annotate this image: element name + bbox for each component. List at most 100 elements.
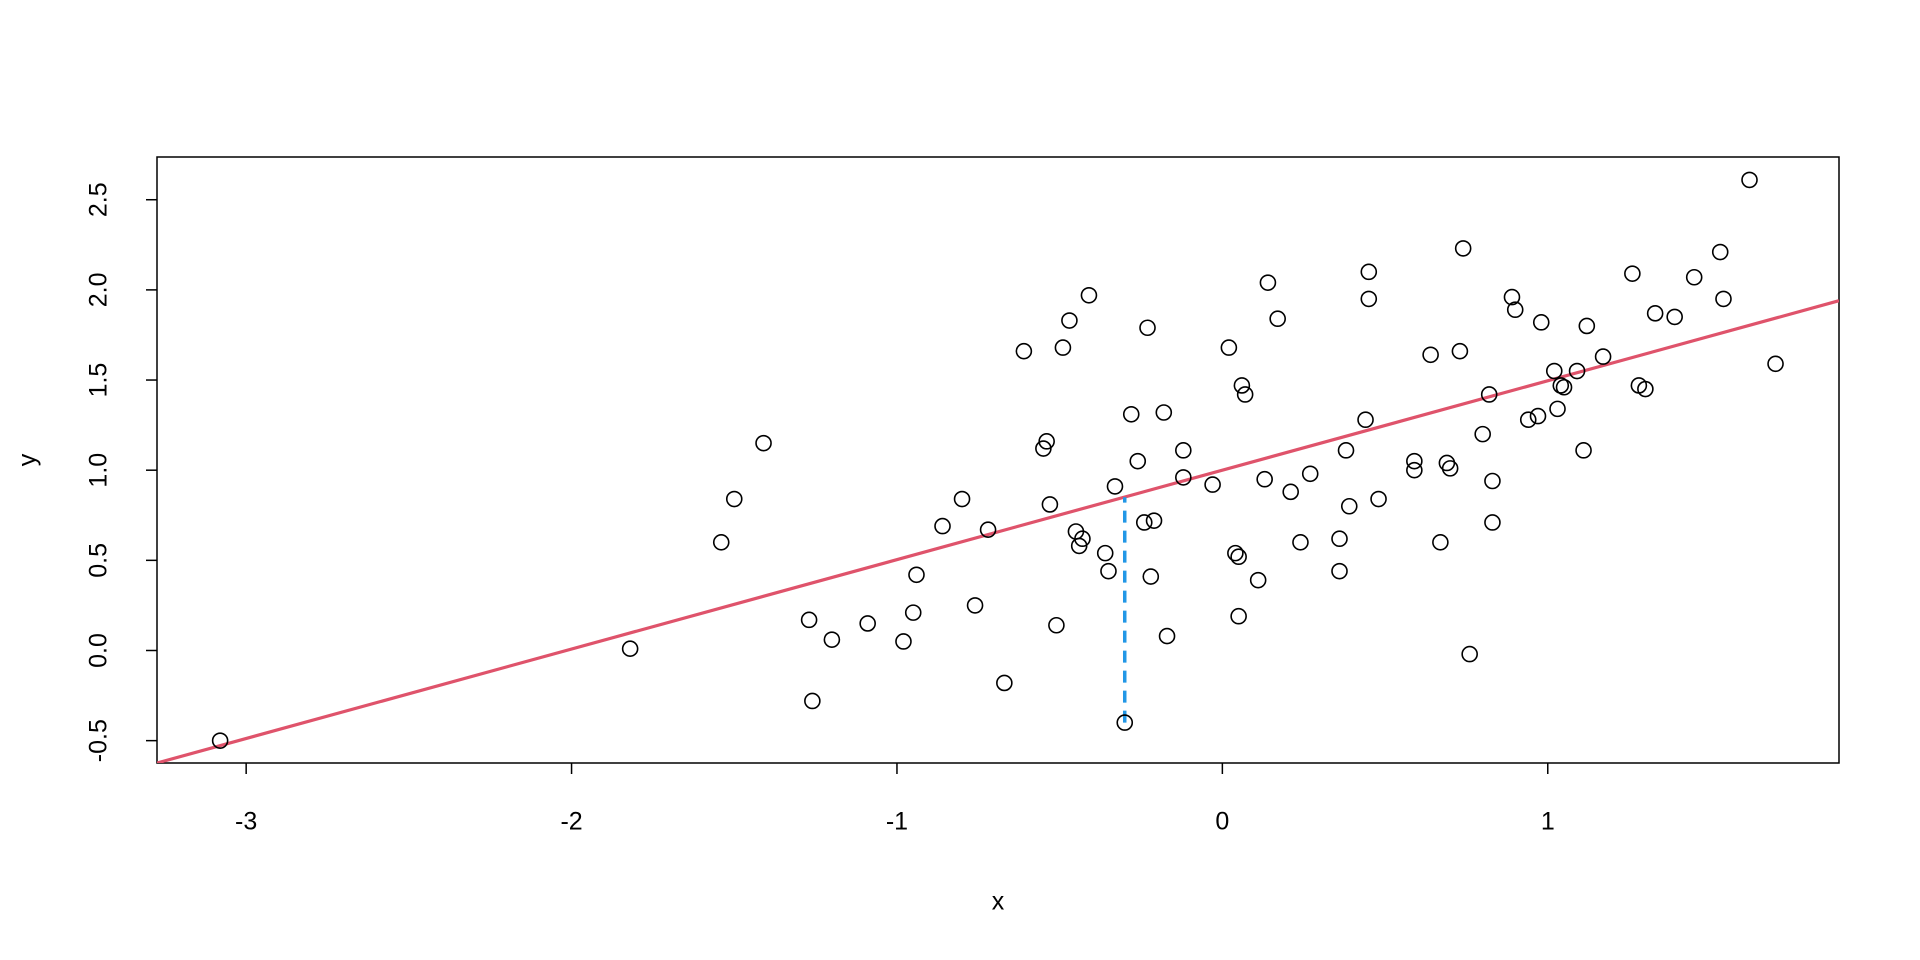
data-point [1061,312,1078,329]
y-axis-label: y [14,453,42,466]
data-point [1015,342,1033,360]
data-point [804,692,821,710]
regression-line [157,299,1839,763]
data-point [1048,616,1065,634]
data-point [1142,568,1160,585]
data-point [1129,452,1147,470]
data-point [1360,263,1378,281]
y-tick-label: 1.5 [85,363,113,398]
data-point [1624,265,1641,282]
data-point [1484,514,1501,531]
data-point [1158,627,1176,645]
data-point [1422,346,1439,364]
data-point [1549,400,1566,418]
data-point [1767,355,1784,373]
data-point [1438,454,1456,472]
data-point [1545,362,1563,380]
data-point [1256,470,1273,488]
data-point [1122,405,1140,423]
data-point [1532,314,1550,331]
data-point [1035,440,1052,457]
data-point [800,611,818,629]
data-point [1357,411,1374,429]
y-tick-label: 2.0 [85,273,113,308]
data-point [979,521,997,538]
data-point [1301,465,1319,483]
data-point [1282,483,1299,501]
data-point [1139,319,1156,337]
data-point [1360,290,1378,308]
data-point [1741,171,1758,189]
data-point [1074,530,1091,548]
data-point [1711,243,1729,261]
plot-frame [156,156,1840,764]
y-tick-label: 1.0 [85,453,113,488]
data-point [1484,472,1501,490]
data-point [823,631,841,648]
data-point [1519,411,1537,429]
x-axis-label: x [992,888,1005,916]
data-point [1406,452,1423,470]
data-point [621,640,639,657]
y-tick-label: -0.5 [85,719,113,762]
data-point [1070,537,1088,555]
data-point [1337,442,1355,459]
data-point [1406,461,1423,479]
data-point [1100,562,1117,580]
data-point [1038,433,1055,450]
data-point [1096,544,1114,562]
data-point [712,534,730,551]
data-point [755,434,772,452]
data-point [1269,310,1286,328]
y-tick-label: 0.5 [85,543,113,578]
x-tick-label: 1 [1541,808,1555,836]
data-point [1441,460,1459,477]
data-point [1715,290,1732,308]
data-point [1106,478,1124,495]
data-point [1451,342,1469,360]
data-point [1331,530,1348,548]
data-point [1249,571,1267,589]
data-point [1145,512,1163,529]
x-tick-label: -2 [560,808,582,836]
x-tick-label: -3 [235,808,257,836]
data-point [1175,469,1192,486]
data-point [1432,534,1449,551]
data-point [953,490,971,508]
data-point [1227,544,1244,562]
data-point [1578,317,1596,335]
data-point [859,615,876,632]
data-point [1041,496,1059,513]
data-point [1480,386,1498,403]
data-point [1331,562,1348,580]
data-point [1646,305,1664,322]
data-point [1474,425,1491,443]
data-point [1552,377,1570,394]
y-tick-label: 2.5 [85,182,113,217]
data-point [1054,339,1072,356]
data-point [966,597,984,614]
data-point [1461,645,1478,663]
plot-area [157,299,1839,763]
data-point [1637,380,1654,398]
data-point [1175,442,1192,459]
data-point [1594,348,1612,365]
data-point [895,633,912,650]
data-point [725,490,743,508]
data-point [1503,288,1521,306]
data-point [1454,240,1472,257]
data-point [1340,497,1358,515]
data-point [1529,407,1547,425]
data-point [1236,386,1254,403]
data-point [211,732,229,749]
data-point [1135,514,1153,531]
data-point [1233,377,1251,394]
x-tick-label: -1 [886,808,908,836]
data-point [1568,362,1586,380]
data-point [1230,607,1247,625]
data-point [1220,339,1238,356]
data-point [908,566,925,584]
data-point [996,674,1013,692]
